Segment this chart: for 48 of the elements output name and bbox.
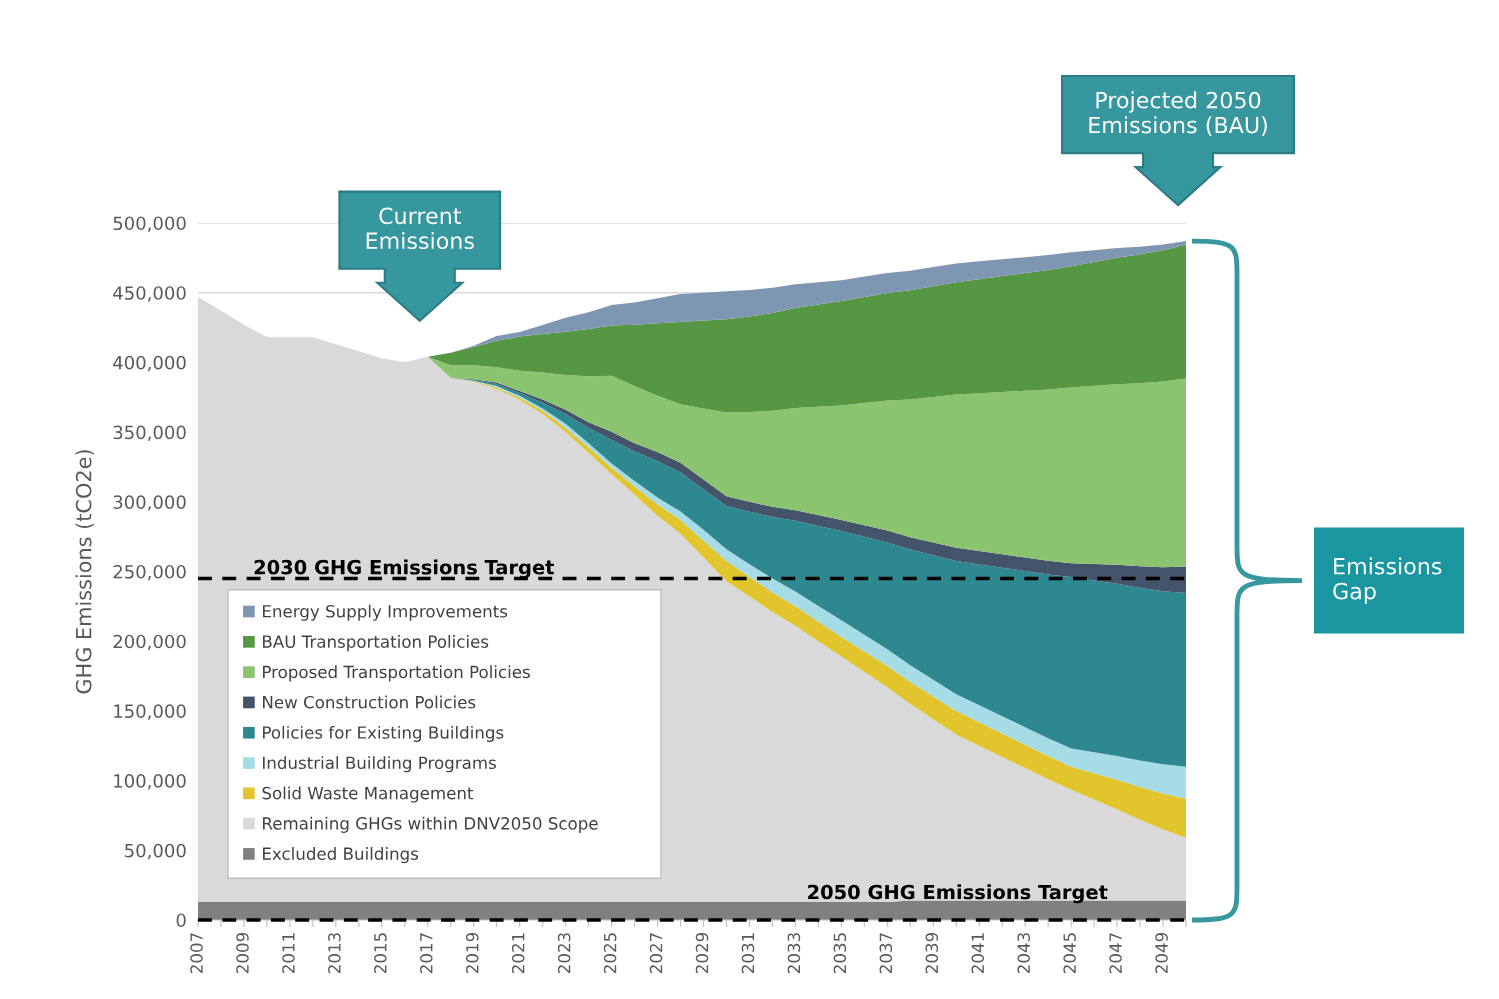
x-tick-label: 2025	[603, 933, 617, 973]
ref-line-label: 2050 GHG Emissions Target	[808, 884, 1108, 904]
y-tick-label: 100,000	[114, 774, 186, 790]
annotation: Current Emissions	[366, 207, 474, 250]
legend-label: Proposed Transportation Policies	[263, 665, 530, 682]
y-tick-label: 200,000	[113, 634, 186, 651]
y-tick-label: 0	[176, 913, 186, 928]
x-tick-label: 2021	[511, 933, 525, 973]
x-tick-label: 2007	[190, 933, 203, 973]
x-tick-label: 2037	[879, 933, 893, 973]
legend-label: New Construction Policies	[263, 695, 476, 709]
x-tick-label: 2017	[420, 933, 433, 973]
legend-label: Industrial Building Programs	[263, 756, 496, 773]
x-tick-label: 2043	[1017, 933, 1030, 973]
x-tick-label: 2049	[1155, 932, 1168, 973]
legend-label: Remaining GHGs within DNV2050 Scope	[263, 816, 598, 833]
y-tick-label: 400,000	[113, 355, 186, 372]
text: Projected 2050 Emissions (BAU)	[1089, 91, 1267, 137]
x-tick-label: 2047	[1109, 933, 1122, 973]
x-tick-label: 2033	[787, 933, 801, 973]
legend-label: Energy Supply Improvements	[263, 604, 508, 621]
x-tick-label: 2023	[557, 933, 571, 973]
y-tick-label: 350,000	[113, 425, 186, 442]
x-tick-label: 2029	[695, 932, 709, 973]
x-tick-label: 2045	[1063, 933, 1076, 973]
x-tick-label: 2013	[328, 933, 341, 973]
legend-label: BAU Transportation Policies	[263, 635, 489, 652]
text: Emissions Gap	[1333, 557, 1442, 604]
x-tick-label: 2009	[236, 932, 249, 973]
x-tick-label: 2031	[741, 933, 755, 973]
y-tick-label: 450,000	[113, 286, 186, 302]
y-tick-label: 50,000	[125, 843, 186, 860]
legend-label: Policies for Existing Buildings	[263, 725, 504, 743]
x-tick-label: 2039	[925, 932, 939, 973]
y-tick-label: 250,000	[113, 564, 186, 581]
y-tick-label: 150,000	[114, 704, 186, 720]
x-tick-label: 2019	[465, 932, 479, 973]
y-tick-label: 500,000	[113, 216, 186, 232]
x-tick-label: 2011	[282, 933, 295, 973]
x-tick-label: 2027	[649, 933, 663, 973]
x-tick-label: 2035	[833, 933, 847, 973]
y-axis-title: GHG Emissions (tCO2e)	[75, 450, 94, 694]
legend-label: Solid Waste Management	[262, 786, 474, 803]
y-tick-label: 300,000	[113, 495, 186, 511]
ref-line-label: 2030 GHG Emissions Target	[254, 559, 554, 579]
legend-label: Excluded Buildings	[263, 847, 419, 864]
x-tick-label: 2041	[971, 933, 985, 973]
x-tick-label: 2015	[374, 933, 387, 973]
